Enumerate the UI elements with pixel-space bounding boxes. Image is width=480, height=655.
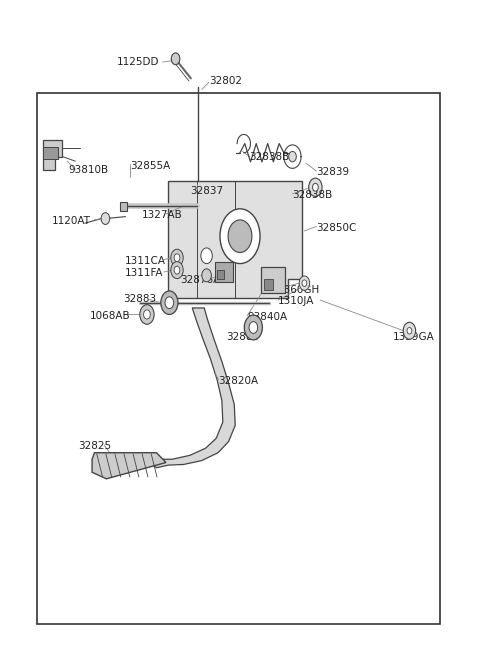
Text: 32850C: 32850C [316, 223, 357, 233]
Polygon shape [43, 140, 62, 170]
Text: 32876A: 32876A [180, 275, 221, 285]
Text: 1327AB: 1327AB [142, 210, 183, 220]
Text: 32820A: 32820A [218, 376, 259, 386]
Circle shape [171, 261, 183, 278]
Circle shape [220, 209, 260, 263]
Text: 1360GH: 1360GH [278, 285, 321, 295]
Circle shape [140, 305, 154, 324]
Text: 32838B: 32838B [250, 151, 290, 162]
Bar [215, 262, 233, 282]
Text: 32825: 32825 [78, 441, 111, 451]
Text: 32838B: 32838B [292, 190, 333, 200]
Circle shape [299, 276, 310, 290]
Polygon shape [92, 453, 166, 479]
Polygon shape [147, 308, 235, 468]
Text: 32839: 32839 [316, 167, 349, 178]
Bar [43, 147, 58, 159]
Circle shape [244, 315, 263, 340]
Circle shape [165, 297, 174, 309]
Circle shape [228, 220, 252, 252]
Bar [120, 202, 127, 211]
Text: 1311FA: 1311FA [124, 268, 163, 278]
Text: 32855A: 32855A [130, 160, 170, 171]
Text: 1120AT: 1120AT [51, 216, 91, 226]
Text: 32883: 32883 [123, 295, 156, 305]
Bar [262, 267, 285, 293]
Text: 93810B: 93810B [68, 164, 108, 175]
Circle shape [288, 151, 296, 162]
Circle shape [171, 250, 183, 266]
Circle shape [174, 253, 180, 261]
Text: 32802: 32802 [209, 76, 242, 86]
Circle shape [171, 53, 180, 65]
Circle shape [201, 248, 212, 263]
Bar [217, 270, 224, 279]
Text: 1339GA: 1339GA [393, 331, 434, 342]
Circle shape [202, 269, 211, 282]
Circle shape [302, 280, 307, 286]
Text: 32837: 32837 [190, 185, 223, 196]
Circle shape [403, 322, 416, 339]
Circle shape [161, 291, 178, 314]
Text: 1310JA: 1310JA [278, 297, 314, 307]
Bar [264, 278, 274, 290]
Text: 1068AB: 1068AB [90, 310, 130, 321]
Circle shape [174, 266, 180, 274]
Circle shape [407, 328, 412, 334]
Circle shape [144, 310, 150, 319]
Text: 32883: 32883 [226, 331, 259, 342]
Circle shape [101, 213, 110, 225]
Polygon shape [168, 181, 302, 298]
Circle shape [309, 178, 322, 196]
Circle shape [249, 322, 258, 333]
Text: 1125DD: 1125DD [116, 57, 159, 67]
Text: 1311CA: 1311CA [124, 256, 166, 266]
Bar [37, 93, 441, 624]
Circle shape [312, 183, 318, 191]
Text: 93840A: 93840A [247, 312, 288, 322]
